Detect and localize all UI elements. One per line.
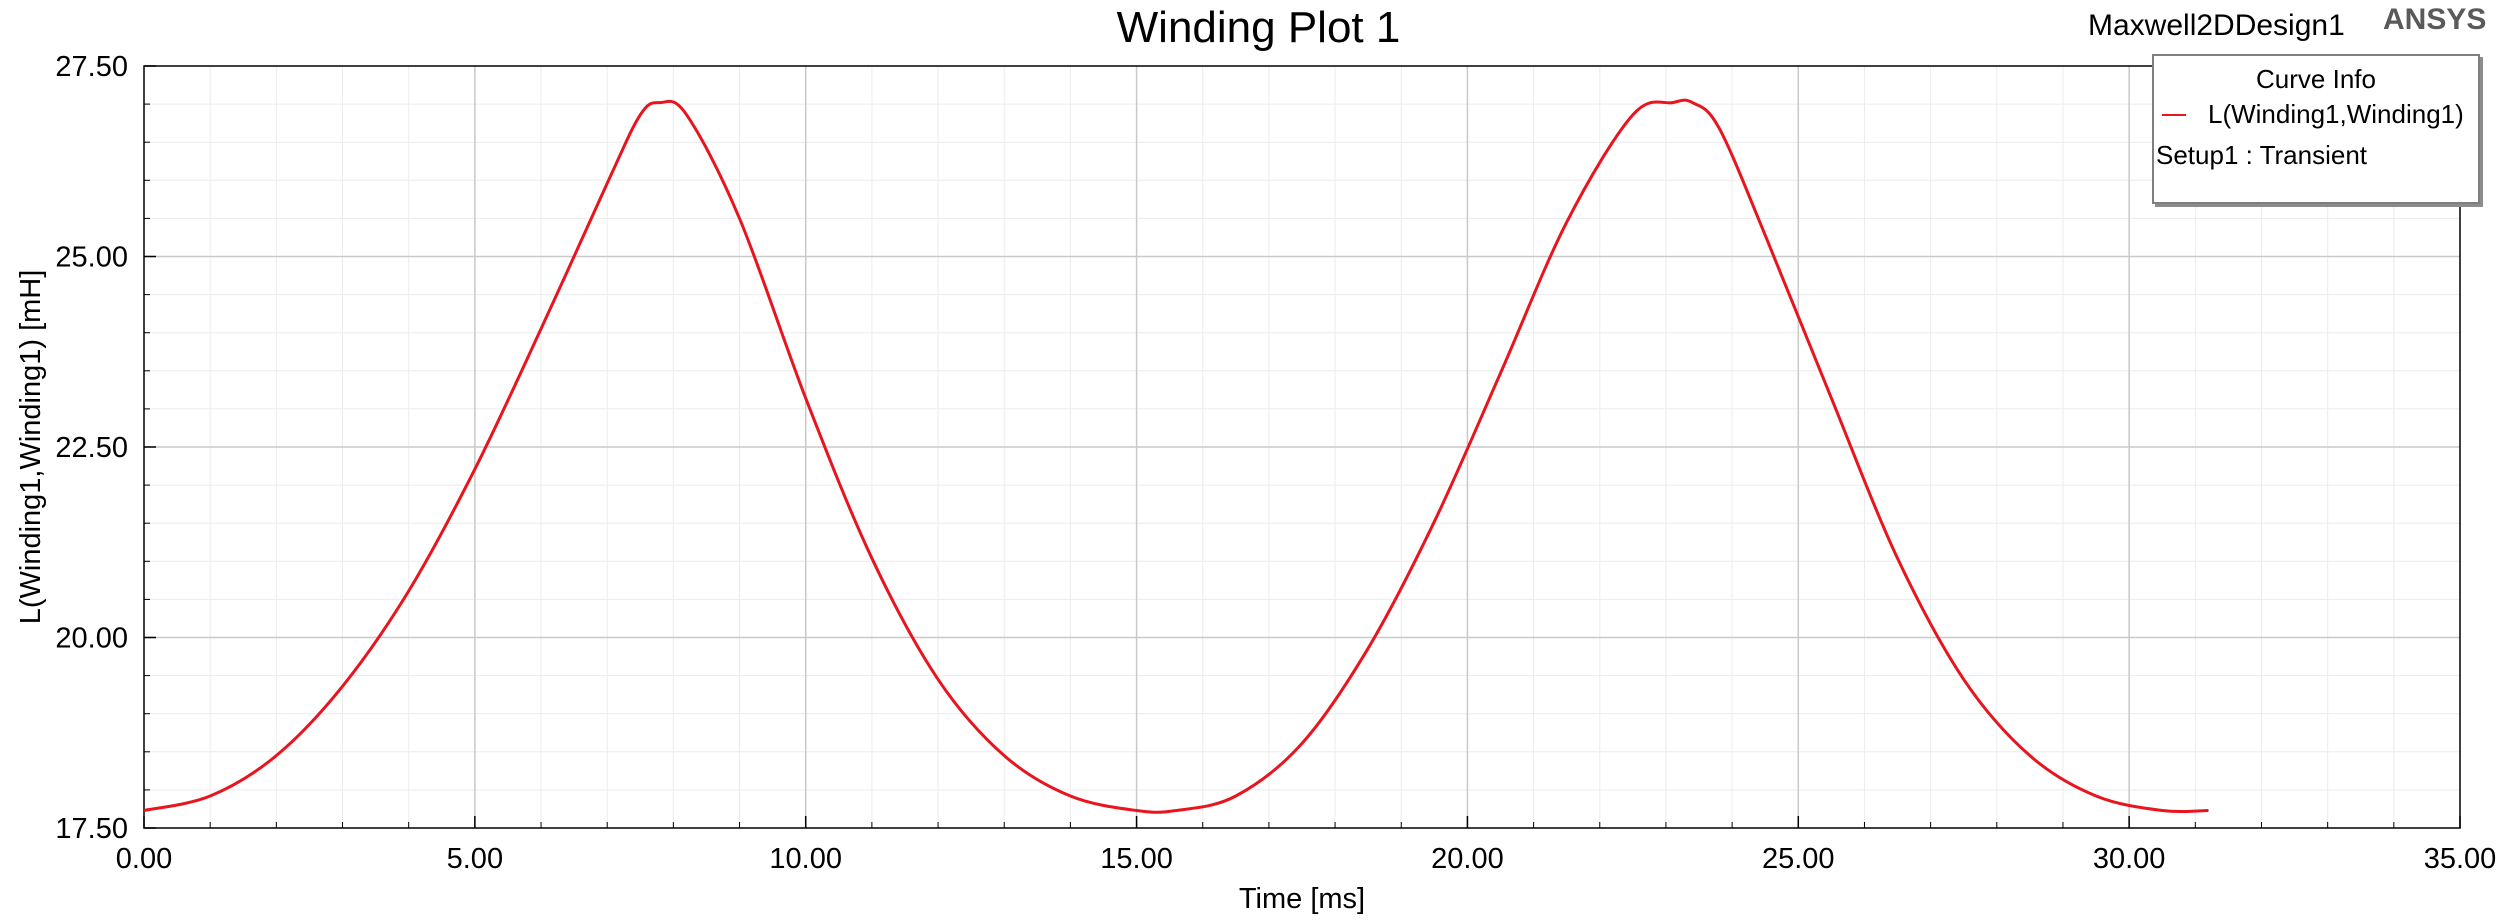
x-tick-label: 0.00 bbox=[116, 843, 172, 875]
y-tick-label: 27.50 bbox=[55, 51, 128, 83]
legend-title: Curve Info bbox=[2256, 64, 2376, 94]
y-axis-title: L(Winding1,Winding1) [mH] bbox=[15, 270, 47, 625]
y-tick-label: 17.50 bbox=[55, 813, 128, 845]
design-name: Maxwell2DDesign1 bbox=[2088, 9, 2345, 42]
series-layer bbox=[143, 98, 2209, 814]
y-tick-label: 25.00 bbox=[55, 242, 128, 274]
x-tick-label: 30.00 bbox=[2093, 843, 2166, 875]
legend-series-label: L(Winding1,Winding1) bbox=[2208, 99, 2464, 129]
major-grid bbox=[144, 66, 2460, 828]
y-tick-labels: 17.50 20.00 22.50 25.00 27.50 bbox=[55, 51, 128, 845]
x-tick-label: 25.00 bbox=[1762, 843, 1835, 875]
x-tick-label: 20.00 bbox=[1431, 843, 1504, 875]
legend-swatch bbox=[2162, 114, 2186, 116]
x-tick-label: 15.00 bbox=[1100, 843, 1173, 875]
legend-setup-label: Setup1 : Transient bbox=[2156, 140, 2368, 170]
series-line[interactable] bbox=[143, 98, 2209, 814]
x-axis-title: Time [ms] bbox=[1239, 883, 1365, 915]
chart-title: Winding Plot 1 bbox=[1116, 3, 1401, 52]
axis-ticks bbox=[143, 65, 2461, 829]
brand-logo: ANSYS bbox=[2383, 3, 2487, 36]
x-tick-label: 10.00 bbox=[769, 843, 842, 875]
x-tick-labels: 0.00 5.00 10.00 15.00 20.00 25.00 30.00 35.00 bbox=[116, 843, 2497, 875]
y-tick-label: 20.00 bbox=[55, 623, 128, 655]
x-tick-label: 5.00 bbox=[447, 843, 503, 875]
legend-box[interactable]: Curve Info L(Winding1,Winding1) Setup1 :… bbox=[2152, 54, 2480, 204]
x-tick-label: 35.00 bbox=[2424, 843, 2497, 875]
y-tick-label: 22.50 bbox=[55, 432, 128, 464]
